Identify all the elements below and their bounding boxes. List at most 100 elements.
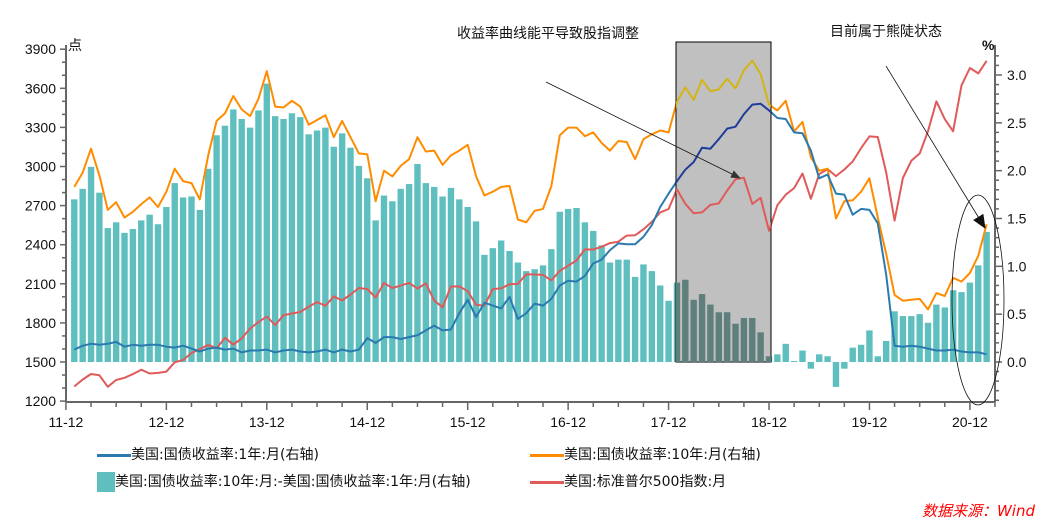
left-axis-tick-label: 3300 <box>25 119 56 135</box>
spread-bar <box>322 127 329 363</box>
right-axis-tick-label: 2.0 <box>1007 163 1027 179</box>
x-axis-tick-label: 18-12 <box>751 414 787 430</box>
spread-bar <box>874 356 882 362</box>
x-axis-tick-label: 11-12 <box>49 414 84 430</box>
spread-bar <box>631 276 639 362</box>
annotation-flattening: 收益率曲线能平导致股指调整 <box>457 25 639 42</box>
annotation-steepening: 目前属于熊陡状态 <box>830 23 942 40</box>
spread-bar <box>857 344 865 362</box>
spread-bar <box>230 109 237 362</box>
spread-bar <box>121 232 128 362</box>
spread-bar <box>431 186 438 362</box>
spread-bar <box>790 361 798 362</box>
left-axis-tick-label: 1800 <box>25 315 56 331</box>
spread-bar <box>866 330 873 362</box>
right-axis-tick-label: 3.0 <box>1007 67 1027 83</box>
spread-bar <box>757 332 764 362</box>
spread-bar <box>213 135 220 362</box>
spread-bar <box>397 188 404 362</box>
right-axis-unit: % <box>982 37 995 53</box>
spread-bar <box>715 312 722 362</box>
x-axis-tick-label: 19-12 <box>852 414 888 430</box>
legend-swatch-1y <box>97 453 131 457</box>
spread-bar <box>698 294 706 362</box>
spread-bar <box>263 83 271 362</box>
spread-bar <box>564 208 572 362</box>
spread-bar <box>87 166 95 362</box>
x-axis-tick-label: 17-12 <box>651 414 687 430</box>
spread-bar <box>439 196 446 362</box>
legend-label-1y: 美国:国债收益率:1年:月(右轴) <box>131 447 319 463</box>
spread-bar <box>288 113 296 363</box>
spread-bar <box>179 197 187 362</box>
series-highlight <box>676 59 771 362</box>
spread-bar <box>104 228 111 362</box>
spread-bar <box>740 317 748 362</box>
spread-bar <box>380 195 388 362</box>
spread-bar <box>297 117 304 362</box>
sp500-line <box>73 60 988 388</box>
spread-bar <box>364 178 371 362</box>
x-axis-tick-label: 15-12 <box>450 414 486 430</box>
spread-bar <box>606 262 614 362</box>
spread-bar <box>732 323 739 362</box>
spread-bar <box>196 209 204 362</box>
annotation-ellipse <box>951 194 1005 406</box>
spread-bar <box>765 356 771 362</box>
spread-bar <box>221 125 229 362</box>
yield-1y-line <box>73 102 987 356</box>
spread-bar <box>514 262 522 362</box>
spread-bar <box>79 188 86 362</box>
spread-bar <box>71 199 78 362</box>
right-axis-tick-label: 0.0 <box>1007 354 1027 370</box>
spread-bar <box>154 224 162 362</box>
spread-bar <box>238 118 245 362</box>
x-axis-tick-label: 20-12 <box>952 414 988 430</box>
spread-bar <box>405 184 413 362</box>
spread-bar <box>723 312 731 362</box>
spread-bar <box>338 133 346 362</box>
spread-bar <box>941 307 948 362</box>
yield-10y-line <box>73 59 988 311</box>
legend-1y: 美国:国债收益率:1年:月(右轴) <box>97 444 319 464</box>
spread-bar <box>205 168 212 362</box>
left-axis-tick-label: 1500 <box>25 354 56 370</box>
left-axis-unit: 点 <box>68 37 82 53</box>
spread-bar <box>146 214 153 362</box>
spread-bar <box>497 240 505 362</box>
spread-bar <box>623 259 630 362</box>
spread-bar <box>640 264 647 362</box>
spread-bar <box>506 251 513 362</box>
spread-bar <box>682 279 689 362</box>
spread-bar <box>899 316 907 362</box>
annotation-arrow-flattening <box>545 81 741 179</box>
spread-bar <box>832 362 840 387</box>
right-axis-tick-label: 2.5 <box>1007 115 1027 131</box>
legend-label-10y: 美国:国债收益率:10年:月(右轴) <box>564 447 761 463</box>
spread-bar <box>891 311 898 362</box>
spread-bar <box>112 222 120 362</box>
spread-bar <box>882 340 890 362</box>
spread-bar <box>163 207 170 362</box>
annotation-arrow-steepening <box>885 65 986 229</box>
spread-bar <box>975 265 982 362</box>
spread-bar <box>138 220 145 362</box>
legend-swatch-10y <box>530 453 564 457</box>
spread-bar <box>523 271 530 362</box>
x-axis-tick-label: 12-12 <box>148 414 184 430</box>
x-axis-tick-label: 14-12 <box>349 414 385 430</box>
right-axis-tick-label: 1.0 <box>1007 258 1027 274</box>
spread-bar <box>690 299 697 362</box>
series-normal <box>71 59 990 388</box>
spread-bar <box>96 192 103 362</box>
spread-bar <box>171 183 178 362</box>
spread-bar <box>774 354 781 362</box>
spread-bar <box>581 222 589 362</box>
left-axis-tick-label: 3600 <box>25 80 56 96</box>
left-axis-tick-label: 3900 <box>25 41 56 57</box>
spread-bar <box>799 350 806 362</box>
spread-bar <box>347 147 354 362</box>
spread-bar <box>816 354 823 362</box>
spread-bar <box>824 356 831 362</box>
